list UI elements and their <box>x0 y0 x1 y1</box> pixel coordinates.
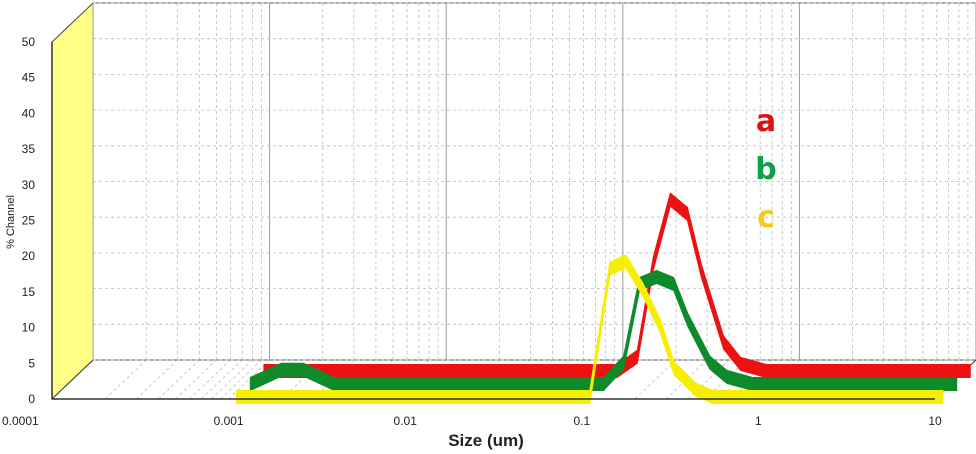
grid-line-floor <box>189 359 231 400</box>
y-tick-label: 10 <box>22 321 36 335</box>
grid-line-floor <box>104 359 147 400</box>
y-tick-label: 40 <box>22 106 36 120</box>
x-tick-label: 10 <box>928 414 942 428</box>
grid-line-floor <box>158 359 200 400</box>
y-tick-label: 25 <box>22 214 36 228</box>
grid-line-floor <box>135 359 178 400</box>
floor-edge <box>51 359 94 400</box>
grid-back <box>92 2 976 361</box>
y-tick-label: 50 <box>22 35 36 49</box>
legend-label-c: c <box>757 200 775 235</box>
legend-label-a: a <box>756 104 776 139</box>
x-tick-label: 1 <box>755 414 762 428</box>
y-tick-label: 5 <box>28 356 35 370</box>
y-tick-label: 30 <box>22 178 36 192</box>
x-tick-labels: 0.0001 0.001 0.01 0.1 1 10 <box>2 414 942 428</box>
legend-label-b: b <box>755 152 776 187</box>
series-layer <box>236 192 971 404</box>
series-c-ribbon <box>236 254 944 404</box>
y-tick-label: 15 <box>22 285 36 299</box>
y-tick-label: 35 <box>22 142 36 156</box>
x-tick-label: 0.01 <box>394 414 418 428</box>
grid-line-floor <box>200 359 243 400</box>
y-axis-label: % Channel <box>5 195 17 249</box>
x-axis-label: Size (um) <box>448 431 524 450</box>
x-tick-label: 0.1 <box>573 414 590 428</box>
legend: abc <box>755 104 776 235</box>
chart-back-wall <box>92 2 976 361</box>
grid-line-floor <box>634 359 677 400</box>
x-tick-label: 0.0001 <box>2 414 39 428</box>
y-tick-label: 20 <box>22 249 36 263</box>
y-tick-label: 45 <box>22 71 36 85</box>
chart-left-wall <box>51 1 94 401</box>
y-tick-labels: 0 5 10 15 20 25 30 35 40 45 50 <box>22 35 36 406</box>
y-tick-label: 0 <box>28 392 35 406</box>
x-tick-label: 0.001 <box>214 414 244 428</box>
